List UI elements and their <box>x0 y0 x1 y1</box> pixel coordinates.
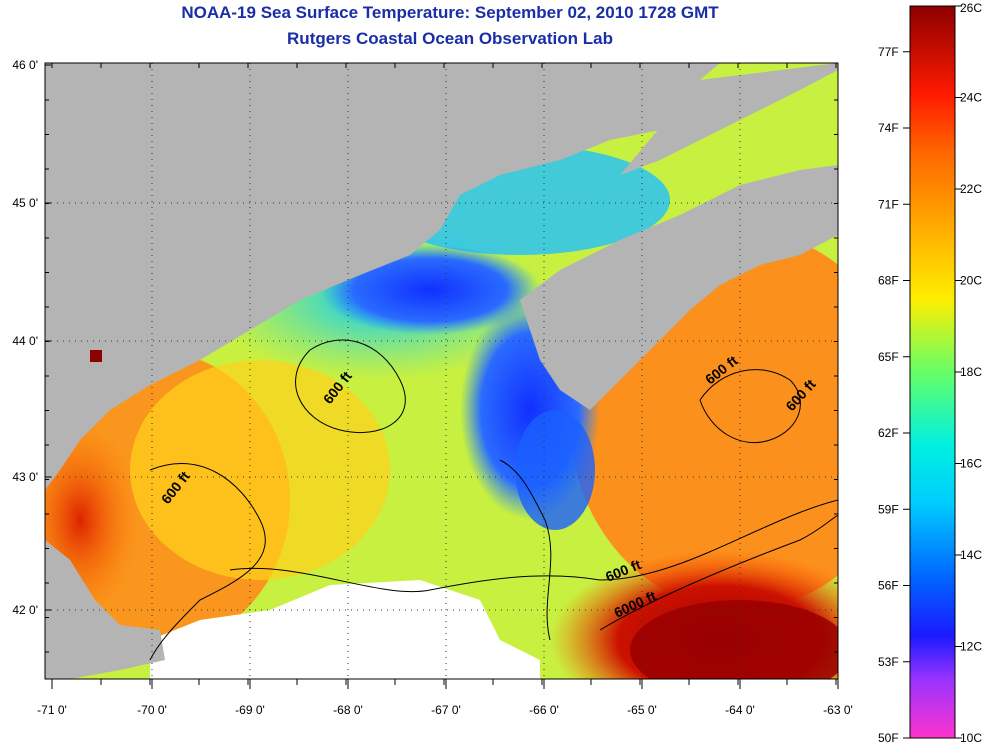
colorbar-label-fahrenheit: 53F <box>878 655 899 669</box>
land-new-england <box>45 63 720 490</box>
contour-line <box>149 463 266 661</box>
colorbar-label-celsius: 16C <box>960 457 982 471</box>
lat-tick-label: 43 0' <box>12 470 38 484</box>
colorbar-label-fahrenheit: 65F <box>878 350 899 364</box>
hot-core-southeast <box>630 600 838 679</box>
lon-tick-label: -69 0' <box>235 703 265 717</box>
no-data-area <box>150 580 540 679</box>
land-new-brunswick <box>620 63 838 175</box>
lat-tick-label: 46 0' <box>12 58 38 72</box>
yellow-band <box>130 360 390 580</box>
colorbar-label-fahrenheit: 56F <box>878 579 899 593</box>
colorbar-label-fahrenheit: 77F <box>878 45 899 59</box>
lon-tick-label: -65 0' <box>627 703 657 717</box>
lat-tick-label: 42 0' <box>12 603 38 617</box>
lon-tick-label: -67 0' <box>431 703 461 717</box>
lon-tick-label: -63 0' <box>823 703 853 717</box>
colorbar-label-celsius: 12C <box>960 640 982 654</box>
land-cape-cod <box>45 540 165 679</box>
colorbar-label-celsius: 22C <box>960 182 982 196</box>
colorbar-label-fahrenheit: 59F <box>878 502 899 516</box>
cold-tongue <box>515 410 595 530</box>
map-frame <box>44 62 839 680</box>
colorbar-label-fahrenheit: 71F <box>878 197 899 211</box>
colorbar-label-fahrenheit: 74F <box>878 121 899 135</box>
longitude-axis: -71 0' -70 0' -69 0' -68 0' -67 0' -66 0' -65 … <box>37 63 853 717</box>
land-nova-scotia <box>520 165 838 410</box>
contour-line <box>295 339 406 434</box>
lon-tick-label: -68 0' <box>333 703 363 717</box>
map-title: NOAA-19 Sea Surface Temperature: Septemb… <box>181 3 719 22</box>
grid-lines <box>45 63 838 679</box>
map-panel <box>45 63 838 679</box>
colorbar-label-celsius: 26C <box>960 1 982 15</box>
lon-tick-label: -66 0' <box>529 703 559 717</box>
colorbar-label-celsius: 20C <box>960 274 982 288</box>
latitude-axis: 46 0' 45 0' 44 0' 43 0' 42 0' <box>12 58 838 653</box>
lon-tick-label: -64 0' <box>725 703 755 717</box>
colorbar-label-celsius: 24C <box>960 91 982 105</box>
lat-tick-label: 45 0' <box>12 196 38 210</box>
colorbar-label-celsius: 10C <box>960 731 982 745</box>
lon-tick-label: -71 0' <box>37 703 67 717</box>
lat-tick-label: 44 0' <box>12 334 38 348</box>
island-marker <box>90 350 102 362</box>
map-subtitle: Rutgers Coastal Ocean Observation Lab <box>287 29 613 48</box>
colorbar-ticks: 26C 24C 22C 20C 18C 16C 14C 12C 10C 77F 74F 71F 68F 6… <box>878 1 982 745</box>
contour-line <box>599 514 838 631</box>
lon-tick-label: -70 0' <box>137 703 167 717</box>
colorbar-label-celsius: 14C <box>960 548 982 562</box>
colorbar-label-celsius: 18C <box>960 365 982 379</box>
colorbar-label-fahrenheit: 62F <box>878 426 899 440</box>
contour-line <box>699 369 801 444</box>
contour-line <box>499 459 552 641</box>
colorbar-label-fahrenheit: 50F <box>878 731 899 745</box>
colorbar <box>909 5 956 739</box>
contour-line <box>229 499 838 593</box>
colorbar-label-fahrenheit: 68F <box>878 274 899 288</box>
